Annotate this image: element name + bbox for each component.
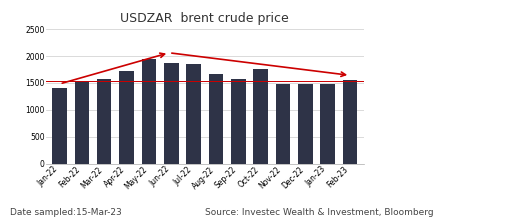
Bar <box>343 80 357 164</box>
Bar <box>75 81 89 164</box>
Text: Date sampled:15-Mar-23: Date sampled:15-Mar-23 <box>10 208 122 217</box>
Bar <box>253 69 268 164</box>
Bar <box>209 74 223 164</box>
Bar <box>164 63 179 164</box>
Bar <box>298 84 313 164</box>
Title: USDZAR  brent crude price: USDZAR brent crude price <box>120 12 289 25</box>
Bar <box>231 79 246 164</box>
Bar <box>276 84 290 164</box>
Bar <box>142 59 156 164</box>
Bar <box>321 84 335 164</box>
Bar <box>52 88 67 164</box>
Bar <box>97 79 112 164</box>
Bar <box>119 71 134 164</box>
Bar <box>186 64 201 164</box>
Text: Source: Investec Wealth & Investment, Bloomberg: Source: Investec Wealth & Investment, Bl… <box>205 208 434 217</box>
